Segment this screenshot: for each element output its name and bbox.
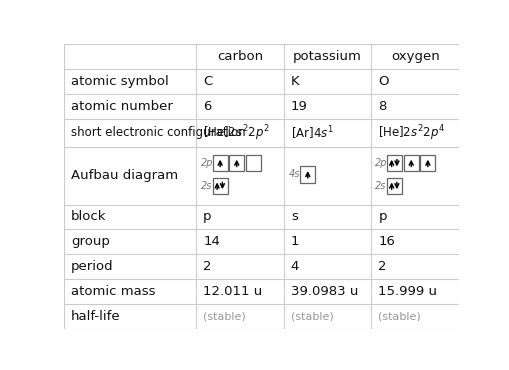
Text: atomic number: atomic number <box>71 100 173 113</box>
Text: 6: 6 <box>203 100 211 113</box>
Text: $\mathregular{[He]2}s^{\mathregular{2}}\mathregular{2}p^{\mathregular{2}}$: $\mathregular{[He]2}s^{\mathregular{2}}\… <box>203 123 269 143</box>
Bar <box>386 155 402 171</box>
Text: 19: 19 <box>290 100 307 113</box>
Bar <box>419 155 435 171</box>
Text: C: C <box>203 75 212 88</box>
Text: p: p <box>203 211 211 223</box>
Text: (stable): (stable) <box>378 312 420 322</box>
Text: 39.0983 u: 39.0983 u <box>290 285 357 298</box>
Text: Aufbau diagram: Aufbau diagram <box>71 169 178 182</box>
Text: oxygen: oxygen <box>390 50 439 63</box>
Text: carbon: carbon <box>216 50 263 63</box>
Text: 4s: 4s <box>288 169 299 179</box>
Bar <box>386 178 402 194</box>
Text: half-life: half-life <box>71 310 120 323</box>
Text: short electronic configuration: short electronic configuration <box>71 127 245 139</box>
Bar <box>403 155 418 171</box>
Text: 14: 14 <box>203 235 219 248</box>
Bar <box>245 155 260 171</box>
Text: 12.011 u: 12.011 u <box>203 285 262 298</box>
Text: 2p: 2p <box>201 158 213 168</box>
Text: K: K <box>290 75 299 88</box>
Bar <box>229 155 244 171</box>
Text: group: group <box>71 235 109 248</box>
Text: (stable): (stable) <box>203 312 245 322</box>
Text: period: period <box>71 260 114 273</box>
Text: 8: 8 <box>378 100 386 113</box>
Text: 2s: 2s <box>375 181 386 191</box>
Text: 2: 2 <box>378 260 386 273</box>
Bar <box>300 166 315 183</box>
Bar <box>212 178 227 194</box>
Text: $\mathregular{[Ar]4}s^{\mathregular{1}}$: $\mathregular{[Ar]4}s^{\mathregular{1}}$ <box>290 124 333 142</box>
Text: 2: 2 <box>203 260 211 273</box>
Text: 15.999 u: 15.999 u <box>378 285 437 298</box>
Text: potassium: potassium <box>293 50 361 63</box>
Text: block: block <box>71 211 106 223</box>
Text: 16: 16 <box>378 235 394 248</box>
Text: 2p: 2p <box>375 158 387 168</box>
Text: (stable): (stable) <box>290 312 333 322</box>
Text: s: s <box>290 211 297 223</box>
Text: $\mathregular{[He]2}s^{\mathregular{2}}\mathregular{2}p^{\mathregular{4}}$: $\mathregular{[He]2}s^{\mathregular{2}}\… <box>378 123 444 143</box>
Text: O: O <box>378 75 388 88</box>
Text: 4: 4 <box>290 260 299 273</box>
Text: atomic symbol: atomic symbol <box>71 75 168 88</box>
Text: 1: 1 <box>290 235 299 248</box>
Text: p: p <box>378 211 386 223</box>
Text: 2s: 2s <box>201 181 212 191</box>
Text: atomic mass: atomic mass <box>71 285 155 298</box>
Bar <box>212 155 227 171</box>
